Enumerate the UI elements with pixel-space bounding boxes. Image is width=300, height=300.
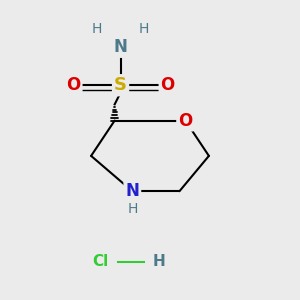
Text: H: H [152, 254, 165, 269]
Text: Cl: Cl [92, 254, 108, 269]
Text: O: O [66, 76, 81, 94]
Text: O: O [160, 76, 175, 94]
Text: H: H [139, 22, 149, 36]
Text: H: H [127, 202, 137, 216]
Text: O: O [178, 112, 193, 130]
Text: N: N [125, 182, 139, 200]
Text: S: S [114, 76, 127, 94]
Text: H: H [92, 22, 102, 36]
Text: N: N [114, 38, 128, 56]
